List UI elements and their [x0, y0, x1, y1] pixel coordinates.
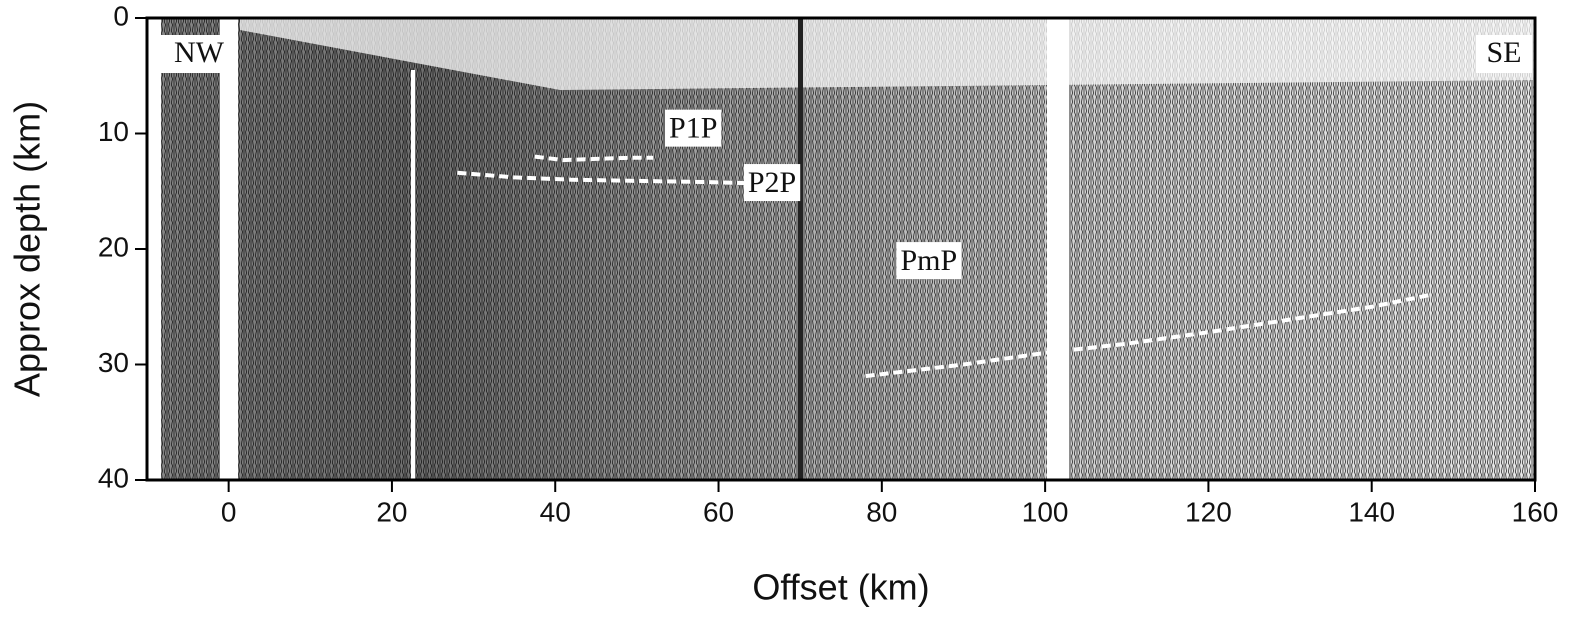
reflector-label: P2P: [743, 164, 801, 202]
label-box: [665, 109, 722, 147]
y-tick-label: 0: [113, 0, 129, 31]
series-label: P1P: [669, 112, 717, 145]
series-label: PmP: [900, 244, 957, 277]
x-tick-label: 80: [866, 496, 897, 527]
annotation: SE: [1486, 36, 1521, 69]
y-tick-label: 40: [98, 462, 129, 493]
y-tick-label: 10: [98, 116, 129, 147]
x-tick-label: 0: [221, 496, 237, 527]
x-axis-title: Offset (km): [752, 567, 929, 608]
y-tick-label: 30: [98, 347, 129, 378]
x-tick-label: 140: [1348, 496, 1395, 527]
label-box: [743, 164, 801, 202]
x-tick-label: 60: [703, 496, 734, 527]
reflector-label: P1P: [665, 109, 722, 147]
x-tick-label: 40: [540, 496, 571, 527]
x-tick-label: 20: [376, 496, 407, 527]
series-label: P2P: [748, 166, 796, 199]
label-box: [896, 242, 962, 280]
reflector-label: PmP: [896, 242, 962, 280]
x-tick-label: 100: [1022, 496, 1069, 527]
reflector-line: [534, 154, 654, 163]
reflector-line: [865, 293, 1430, 379]
x-tick-label: 120: [1185, 496, 1232, 527]
seismic-background: [147, 18, 1535, 480]
y-axis-title: Approx depth (km): [7, 101, 48, 397]
corner-label: NW SE: [160, 35, 1532, 73]
annotation: NW: [174, 36, 225, 69]
x-tick-label: 160: [1512, 496, 1559, 527]
y-tick-label: 20: [98, 231, 129, 262]
